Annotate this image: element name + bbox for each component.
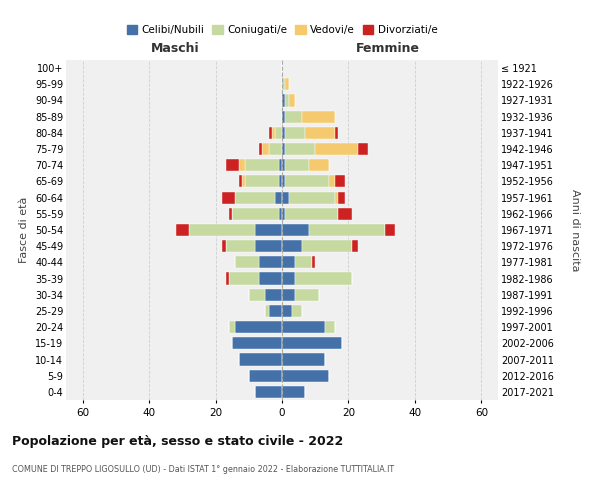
Bar xyxy=(338,208,352,220)
Bar xyxy=(358,143,368,155)
Text: COMUNE DI TREPPO LIGOSULLO (UD) - Dati ISTAT 1° gennaio 2022 - Elaborazione TUTT: COMUNE DI TREPPO LIGOSULLO (UD) - Dati I… xyxy=(12,465,394,474)
Bar xyxy=(269,127,272,139)
Bar xyxy=(286,143,315,155)
Bar xyxy=(286,78,289,90)
Bar xyxy=(269,305,282,317)
Bar xyxy=(295,288,319,301)
Bar xyxy=(256,224,282,236)
Bar xyxy=(235,192,275,203)
Bar xyxy=(385,224,395,236)
Bar xyxy=(308,159,329,172)
Bar xyxy=(282,272,295,284)
Bar xyxy=(295,256,312,268)
Bar xyxy=(275,127,282,139)
Bar xyxy=(282,208,286,220)
Bar xyxy=(235,321,282,333)
Bar xyxy=(282,354,325,366)
Bar xyxy=(229,208,232,220)
Bar xyxy=(282,143,286,155)
Bar xyxy=(292,305,302,317)
Bar xyxy=(282,94,286,106)
Bar xyxy=(325,321,335,333)
Bar xyxy=(275,192,282,203)
Bar xyxy=(289,192,335,203)
Bar xyxy=(278,159,282,172)
Bar xyxy=(282,176,286,188)
Bar xyxy=(262,143,269,155)
Bar xyxy=(272,127,275,139)
Bar xyxy=(282,338,342,349)
Bar xyxy=(222,192,235,203)
Bar xyxy=(235,256,259,268)
Legend: Celibi/Nubili, Coniugati/e, Vedovi/e, Divorziati/e: Celibi/Nubili, Coniugati/e, Vedovi/e, Di… xyxy=(122,21,442,40)
Y-axis label: Fasce di età: Fasce di età xyxy=(19,197,29,263)
Text: Femmine: Femmine xyxy=(356,42,421,55)
Bar xyxy=(278,208,282,220)
Bar xyxy=(259,256,282,268)
Bar xyxy=(282,159,286,172)
Bar xyxy=(265,288,282,301)
Bar xyxy=(278,176,282,188)
Bar xyxy=(335,127,338,139)
Bar xyxy=(302,110,335,122)
Bar xyxy=(289,94,295,106)
Text: Popolazione per età, sesso e stato civile - 2022: Popolazione per età, sesso e stato civil… xyxy=(12,435,343,448)
Bar xyxy=(282,370,329,382)
Bar xyxy=(226,240,256,252)
Bar xyxy=(226,159,239,172)
Bar xyxy=(308,224,385,236)
Bar xyxy=(286,110,302,122)
Text: Maschi: Maschi xyxy=(151,42,200,55)
Bar xyxy=(286,127,305,139)
Bar xyxy=(282,288,295,301)
Bar xyxy=(295,272,352,284)
Bar xyxy=(189,224,256,236)
Bar xyxy=(315,143,358,155)
Bar xyxy=(176,224,189,236)
Bar xyxy=(282,110,286,122)
Bar xyxy=(282,127,286,139)
Bar xyxy=(249,288,265,301)
Bar xyxy=(282,192,289,203)
Bar xyxy=(329,176,335,188)
Bar xyxy=(286,94,289,106)
Bar xyxy=(226,272,229,284)
Bar xyxy=(239,159,245,172)
Y-axis label: Anni di nascita: Anni di nascita xyxy=(571,188,580,271)
Bar xyxy=(239,354,282,366)
Bar xyxy=(338,192,345,203)
Bar xyxy=(229,272,259,284)
Bar xyxy=(239,176,242,188)
Bar xyxy=(282,256,295,268)
Bar xyxy=(335,192,338,203)
Bar xyxy=(256,386,282,398)
Bar xyxy=(265,305,269,317)
Bar xyxy=(335,176,345,188)
Bar xyxy=(242,176,245,188)
Bar xyxy=(245,176,278,188)
Bar xyxy=(229,321,235,333)
Bar xyxy=(222,240,226,252)
Bar xyxy=(352,240,358,252)
Bar xyxy=(312,256,315,268)
Bar xyxy=(282,321,325,333)
Bar xyxy=(282,305,292,317)
Bar xyxy=(286,176,329,188)
Bar xyxy=(232,338,282,349)
Bar xyxy=(282,386,305,398)
Bar xyxy=(232,208,278,220)
Bar xyxy=(259,143,262,155)
Bar xyxy=(256,240,282,252)
Bar xyxy=(282,78,286,90)
Bar xyxy=(249,370,282,382)
Bar xyxy=(286,159,308,172)
Bar xyxy=(305,127,335,139)
Bar xyxy=(282,240,302,252)
Bar xyxy=(269,143,282,155)
Bar xyxy=(302,240,352,252)
Bar xyxy=(259,272,282,284)
Bar xyxy=(282,224,308,236)
Bar xyxy=(245,159,278,172)
Bar xyxy=(286,208,338,220)
